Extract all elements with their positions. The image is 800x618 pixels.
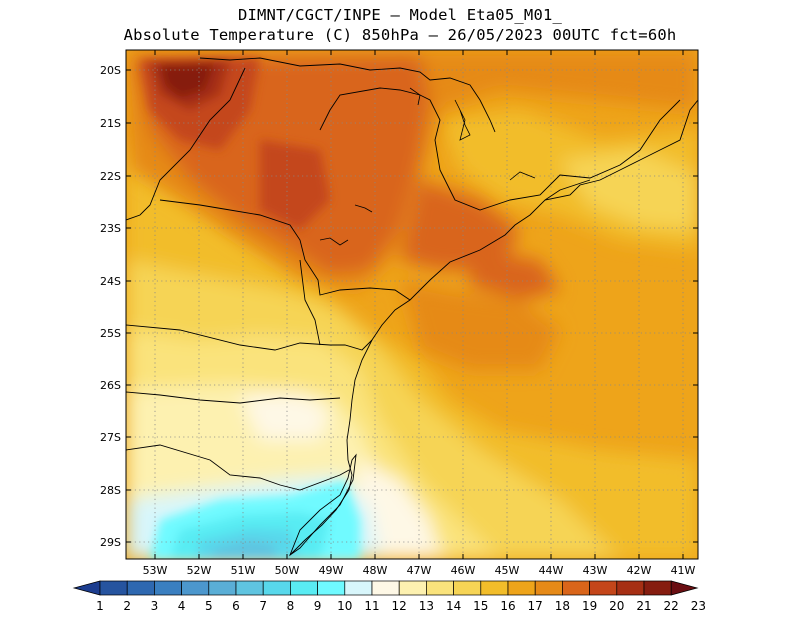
- colorbar-arrow-low: [72, 580, 101, 596]
- colorbar-swatch: [507, 580, 536, 596]
- latitude-labels: 20S 21S 22S 23S 24S 25S 26S 27S 28S 29S: [100, 64, 121, 549]
- lat-label: 21S: [100, 117, 121, 130]
- boundaries: [126, 57, 698, 557]
- lon-label: 51W: [231, 564, 256, 577]
- colorbar-label: 7: [259, 599, 267, 613]
- colorbar-label: 13: [419, 599, 434, 613]
- colorbar-swatch: [126, 580, 155, 596]
- lon-label: 42W: [627, 564, 652, 577]
- state-border-pr-west: [126, 391, 341, 404]
- colorbar-label: 23: [691, 599, 706, 613]
- state-border-sc-rs: [126, 444, 350, 491]
- lon-label: 52W: [187, 564, 212, 577]
- state-border-rj: [544, 179, 591, 201]
- lon-label: 45W: [495, 564, 520, 577]
- colorbar-swatch: [262, 580, 291, 596]
- lat-label: 22S: [100, 170, 121, 183]
- colorbar-swatch: [643, 580, 672, 596]
- state-border-pr-sc: [126, 324, 373, 351]
- colorbar-labels: 1 2 3 4 5 6 7 8 9 10 11 12 13 14 15 16 17 18 19 20 21 22 23: [96, 599, 706, 613]
- colorbar-label: 21: [636, 599, 651, 613]
- axis-ticks: [126, 50, 698, 559]
- colorbar-swatch: [317, 580, 346, 596]
- lon-label: 43W: [583, 564, 608, 577]
- colorbar-swatch: [371, 580, 400, 596]
- lat-label: 27S: [100, 431, 121, 444]
- lat-label: 20S: [100, 64, 121, 77]
- lat-label: 25S: [100, 327, 121, 340]
- lat-label: 28S: [100, 484, 121, 497]
- lon-label: 48W: [363, 564, 388, 577]
- state-border-north: [199, 57, 496, 133]
- colorbar-label: 10: [337, 599, 352, 613]
- colorbar-swatch: [453, 580, 482, 596]
- lat-label: 26S: [100, 379, 121, 392]
- longitude-labels: 53W 52W 51W 50W 49W 48W 47W 46W 45W 44W 43W 42W 41W: [143, 564, 696, 577]
- figure-title-line2: Absolute Temperature (C) 850hPa – 26/05/…: [123, 26, 677, 44]
- colorbar-swatch: [589, 580, 618, 596]
- colorbar-label: 11: [364, 599, 379, 613]
- colorbar: [72, 580, 699, 596]
- colorbar-label: 17: [528, 599, 543, 613]
- colorbar-label: 18: [555, 599, 570, 613]
- colorbar-swatch: [562, 580, 590, 596]
- colorbar-swatch: [344, 580, 373, 596]
- colorbar-swatch: [154, 580, 182, 596]
- lon-label: 47W: [407, 564, 432, 577]
- map-border: [125, 49, 699, 560]
- colorbar-swatch: [181, 580, 210, 596]
- colorbar-swatch: [534, 580, 563, 596]
- coastline: [289, 99, 698, 556]
- colorbar-label: 9: [314, 599, 322, 613]
- colorbar-label: 14: [446, 599, 461, 613]
- lat-label: 23S: [100, 222, 121, 235]
- colorbar-label: 20: [609, 599, 624, 613]
- colorbar-label: 4: [178, 599, 186, 613]
- lon-label: 50W: [275, 564, 300, 577]
- colorbar-swatch: [99, 580, 128, 596]
- lon-label: 46W: [451, 564, 476, 577]
- state-border-ms-sp: [126, 67, 246, 221]
- colorbar-arrow-high: [670, 580, 699, 596]
- colorbar-label: 22: [664, 599, 679, 613]
- state-border-misc: [299, 259, 321, 346]
- lat-label: 24S: [100, 275, 121, 288]
- lake-patos: [289, 453, 357, 557]
- state-border-sp-pr: [159, 199, 411, 301]
- colorbar-swatch: [616, 580, 645, 596]
- lon-label: 41W: [671, 564, 696, 577]
- colorbar-label: 19: [582, 599, 597, 613]
- colorbar-swatch: [208, 580, 237, 596]
- lon-label: 49W: [319, 564, 344, 577]
- colorbar-swatch: [290, 580, 318, 596]
- colorbar-label: 12: [392, 599, 407, 613]
- colorbar-label: 3: [151, 599, 159, 613]
- colorbar-swatch: [426, 580, 454, 596]
- colorbar-label: 2: [123, 599, 131, 613]
- lon-label: 53W: [143, 564, 168, 577]
- colorbar-swatch: [398, 580, 427, 596]
- colorbar-swatch: [235, 580, 264, 596]
- figure-title-line1: DIMNT/CGCT/INPE – Model Eta05_M01_: [237, 6, 563, 24]
- colorbar-label: 16: [500, 599, 515, 613]
- state-border-mg-sp: [319, 87, 681, 211]
- colorbar-swatch: [480, 580, 509, 596]
- temperature-field: [126, 50, 698, 559]
- inland-water: [319, 87, 536, 246]
- lat-label: 29S: [100, 536, 121, 549]
- colorbar-label: 1: [96, 599, 104, 613]
- colorbar-label: 6: [232, 599, 240, 613]
- lon-label: 44W: [539, 564, 564, 577]
- colorbar-label: 8: [287, 599, 295, 613]
- colorbar-label: 5: [205, 599, 213, 613]
- colorbar-label: 15: [473, 599, 488, 613]
